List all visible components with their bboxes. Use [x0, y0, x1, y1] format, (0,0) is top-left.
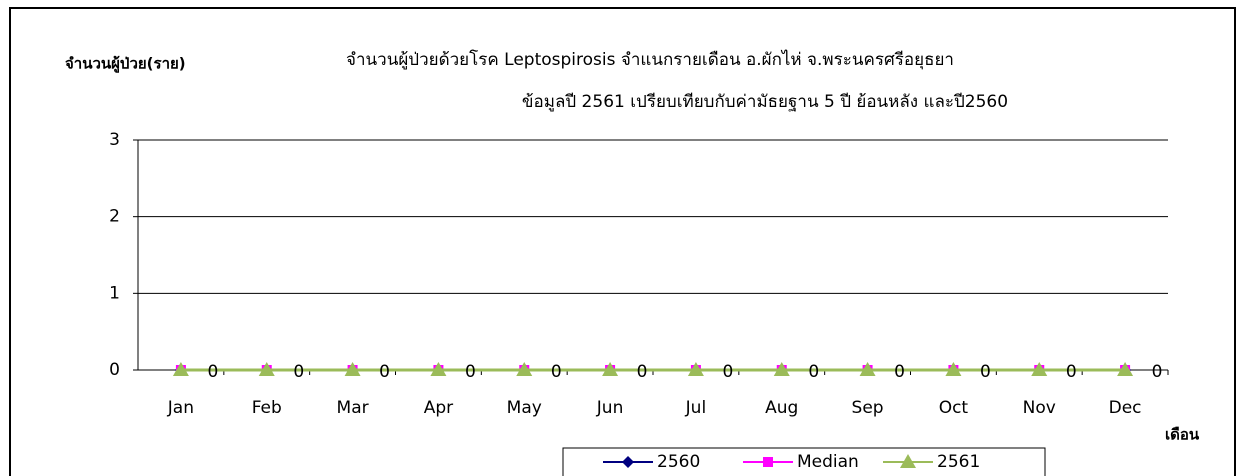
- chart-subtitle: ข้อมูลปี 2561 เปรียบเทียบกับค่ามัธยฐาน 5…: [522, 92, 1008, 112]
- data-label: 0: [208, 362, 219, 382]
- marker: [773, 362, 790, 376]
- x-tick-label: Aug: [765, 398, 798, 418]
- legend-label: 2560: [657, 452, 700, 472]
- chart-title: จำนวนผู้ป่วยด้วยโรค Leptospirosis จำแนกร…: [346, 49, 954, 70]
- y-axis-label: จำนวนผู้ป่วย(ราย): [65, 55, 186, 74]
- x-tick-label: Jan: [167, 398, 194, 418]
- marker: [602, 362, 619, 376]
- data-label: 0: [1066, 362, 1077, 382]
- data-label: 0: [551, 362, 562, 382]
- x-axis-label: เดือน: [1165, 426, 1200, 444]
- legend-label: Median: [797, 452, 859, 472]
- x-tick-label: Dec: [1109, 398, 1142, 418]
- x-tick-label: Mar: [337, 398, 369, 418]
- data-label: 0: [808, 362, 819, 382]
- legend-label: 2561: [937, 452, 980, 472]
- x-tick-label: Oct: [939, 398, 969, 418]
- data-label: 0: [293, 362, 304, 382]
- marker: [687, 362, 704, 376]
- x-tick-label: May: [507, 398, 542, 418]
- x-tick-label: Apr: [424, 398, 453, 418]
- marker: [258, 362, 275, 376]
- marker: [859, 362, 876, 376]
- marker: [945, 362, 962, 376]
- marker: [430, 362, 447, 376]
- x-tick-label: Nov: [1023, 398, 1056, 418]
- marker: [763, 457, 773, 467]
- marker: [900, 454, 916, 468]
- data-label: 0: [980, 362, 991, 382]
- data-label: 0: [637, 362, 648, 382]
- x-tick-label: Sep: [852, 398, 884, 418]
- x-tick-label: Feb: [252, 398, 282, 418]
- marker: [622, 456, 634, 468]
- y-tick-label: 3: [109, 130, 120, 150]
- y-tick-label: 2: [109, 207, 120, 227]
- marker: [516, 362, 533, 376]
- data-label: 0: [379, 362, 390, 382]
- marker: [172, 362, 189, 376]
- y-tick-label: 1: [109, 283, 120, 303]
- data-label: 0: [465, 362, 476, 382]
- marker: [1117, 362, 1134, 376]
- data-label: 0: [894, 362, 905, 382]
- data-label: 0: [1152, 362, 1163, 382]
- x-tick-label: Jul: [685, 398, 707, 418]
- marker: [1031, 362, 1048, 376]
- data-label: 0: [723, 362, 734, 382]
- x-tick-label: Jun: [596, 398, 624, 418]
- y-tick-label: 0: [109, 360, 120, 380]
- chart-frame: [9, 7, 1236, 476]
- marker: [344, 362, 361, 376]
